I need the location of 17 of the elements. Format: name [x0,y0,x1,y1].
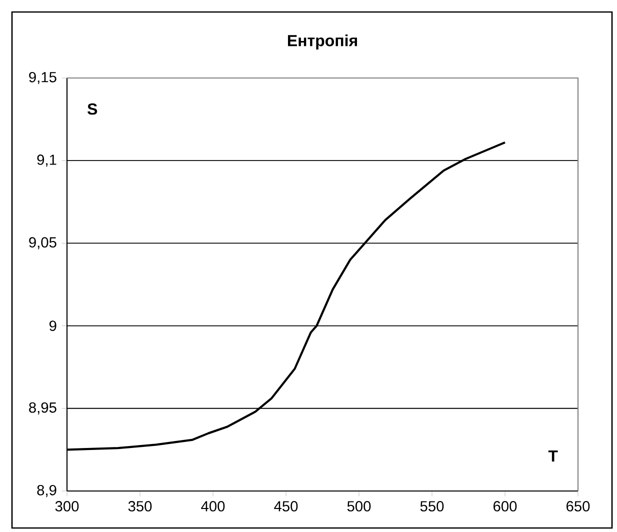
chart-title: Ентропія [288,34,357,50]
x-tick-label: 400 [201,501,225,512]
x-tick-label: 500 [347,501,371,512]
y-tick-label: 8,95 [29,402,56,414]
x-tick-label: 600 [494,501,517,512]
x-tick-label: 450 [274,501,298,512]
x-axis-title: T [548,450,558,462]
y-tick-label: 9,05 [29,237,56,250]
x-tick-label: 300 [55,501,79,512]
y-tick-label: 9,15 [29,72,56,84]
x-tick-label: 350 [128,501,152,512]
y-tick-label: 8,9 [37,484,56,498]
y-axis-title: S [88,103,98,115]
y-tick-label: 9 [49,320,56,331]
y-tick-label: 9,1 [37,154,56,167]
x-tick-label: 550 [420,501,444,512]
x-tick-label: 650 [566,501,590,512]
